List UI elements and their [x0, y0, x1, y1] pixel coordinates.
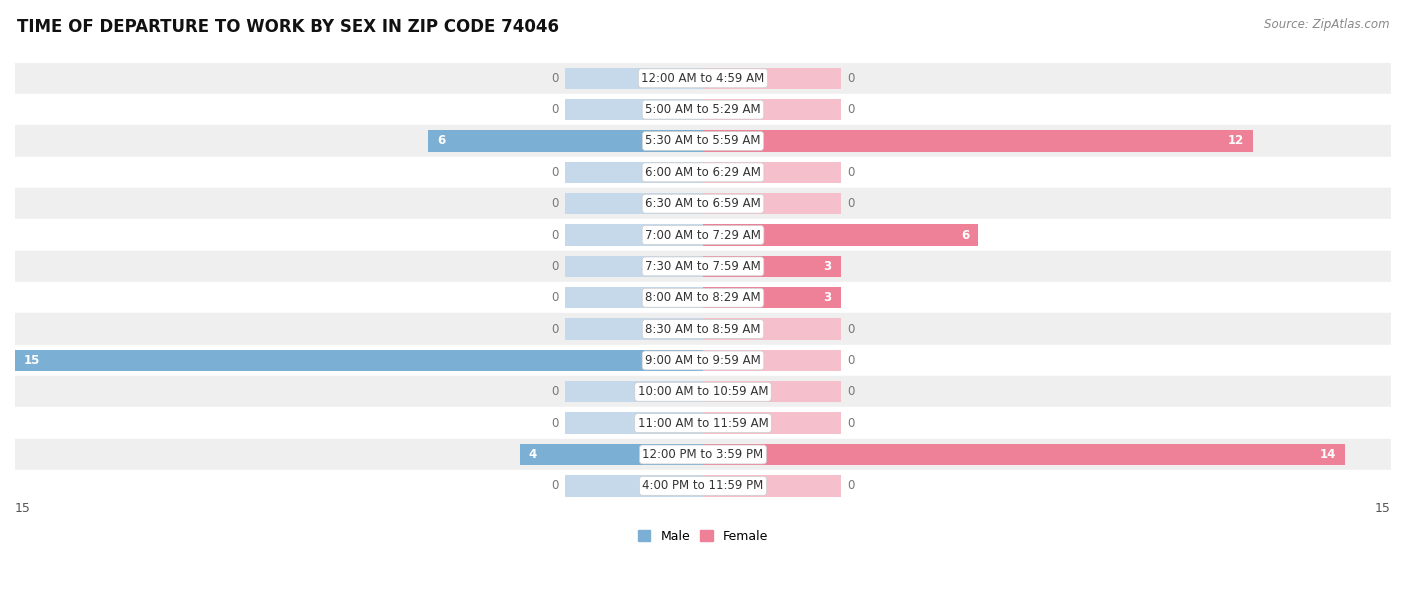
Legend: Male, Female: Male, Female [633, 525, 773, 548]
Bar [15, 314, 1391, 345]
Text: 0: 0 [848, 197, 855, 210]
Bar [565, 162, 703, 183]
Text: 0: 0 [551, 228, 558, 242]
Text: 3: 3 [824, 291, 831, 304]
Text: Source: ZipAtlas.com: Source: ZipAtlas.com [1264, 18, 1389, 31]
Bar [565, 68, 703, 89]
Bar [15, 220, 1391, 250]
Bar [15, 94, 1391, 126]
Bar [703, 256, 841, 277]
Bar [565, 444, 703, 465]
Bar [565, 412, 703, 434]
Bar [565, 318, 703, 340]
Bar [15, 439, 1391, 470]
Bar [703, 68, 841, 89]
Bar [703, 256, 841, 277]
Text: 8:00 AM to 8:29 AM: 8:00 AM to 8:29 AM [645, 291, 761, 304]
Text: 9:00 AM to 9:59 AM: 9:00 AM to 9:59 AM [645, 354, 761, 367]
Bar [565, 475, 703, 496]
Bar [15, 126, 1391, 156]
Text: 0: 0 [551, 166, 558, 179]
Text: 14: 14 [1320, 448, 1336, 461]
Bar [565, 350, 703, 371]
Bar [15, 282, 1391, 314]
Bar [703, 475, 841, 496]
Text: 6:30 AM to 6:59 AM: 6:30 AM to 6:59 AM [645, 197, 761, 210]
Bar [703, 224, 841, 246]
Text: 15: 15 [24, 354, 41, 367]
Bar [703, 99, 841, 120]
Text: 0: 0 [848, 354, 855, 367]
Text: 15: 15 [1375, 502, 1391, 515]
Text: 0: 0 [848, 322, 855, 336]
Text: 0: 0 [848, 416, 855, 430]
Bar [703, 130, 1253, 152]
Bar [565, 224, 703, 246]
Bar [15, 62, 1391, 94]
Text: 7:30 AM to 7:59 AM: 7:30 AM to 7:59 AM [645, 260, 761, 273]
Text: 0: 0 [551, 386, 558, 398]
Bar [520, 444, 703, 465]
Text: 6: 6 [437, 134, 446, 148]
Text: 8:30 AM to 8:59 AM: 8:30 AM to 8:59 AM [645, 322, 761, 336]
Bar [15, 345, 1391, 376]
Bar [703, 444, 841, 465]
Text: 15: 15 [15, 502, 31, 515]
Text: 0: 0 [848, 103, 855, 116]
Bar [703, 162, 841, 183]
Text: 11:00 AM to 11:59 AM: 11:00 AM to 11:59 AM [638, 416, 768, 430]
Text: 0: 0 [848, 480, 855, 492]
Text: 0: 0 [551, 103, 558, 116]
Bar [15, 250, 1391, 282]
Text: 7:00 AM to 7:29 AM: 7:00 AM to 7:29 AM [645, 228, 761, 242]
Bar [15, 350, 703, 371]
Bar [565, 381, 703, 402]
Text: 12: 12 [1227, 134, 1244, 148]
Bar [703, 193, 841, 214]
Text: 0: 0 [848, 166, 855, 179]
Text: 0: 0 [551, 480, 558, 492]
Text: 6:00 AM to 6:29 AM: 6:00 AM to 6:29 AM [645, 166, 761, 179]
Text: TIME OF DEPARTURE TO WORK BY SEX IN ZIP CODE 74046: TIME OF DEPARTURE TO WORK BY SEX IN ZIP … [17, 18, 558, 36]
Text: 10:00 AM to 10:59 AM: 10:00 AM to 10:59 AM [638, 386, 768, 398]
Text: 0: 0 [551, 322, 558, 336]
Bar [565, 130, 703, 152]
Text: 0: 0 [551, 291, 558, 304]
Bar [15, 470, 1391, 502]
Bar [703, 224, 979, 246]
Bar [703, 444, 1346, 465]
Bar [703, 287, 841, 308]
Bar [15, 188, 1391, 220]
Bar [565, 193, 703, 214]
Text: 12:00 AM to 4:59 AM: 12:00 AM to 4:59 AM [641, 72, 765, 84]
Bar [703, 381, 841, 402]
Text: 0: 0 [848, 386, 855, 398]
Bar [703, 130, 841, 152]
Bar [565, 287, 703, 308]
Bar [703, 287, 841, 308]
Bar [427, 130, 703, 152]
Text: 3: 3 [824, 260, 831, 273]
Text: 0: 0 [551, 260, 558, 273]
Text: 6: 6 [960, 228, 969, 242]
Bar [15, 156, 1391, 188]
Text: 4: 4 [529, 448, 537, 461]
Text: 0: 0 [551, 416, 558, 430]
Text: 5:00 AM to 5:29 AM: 5:00 AM to 5:29 AM [645, 103, 761, 116]
Text: 0: 0 [551, 197, 558, 210]
Text: 12:00 PM to 3:59 PM: 12:00 PM to 3:59 PM [643, 448, 763, 461]
Bar [703, 318, 841, 340]
Bar [703, 350, 841, 371]
Bar [565, 99, 703, 120]
Text: 5:30 AM to 5:59 AM: 5:30 AM to 5:59 AM [645, 134, 761, 148]
Bar [565, 256, 703, 277]
Bar [15, 376, 1391, 408]
Text: 0: 0 [848, 72, 855, 84]
Bar [15, 408, 1391, 439]
Text: 0: 0 [551, 72, 558, 84]
Text: 4:00 PM to 11:59 PM: 4:00 PM to 11:59 PM [643, 480, 763, 492]
Bar [703, 412, 841, 434]
